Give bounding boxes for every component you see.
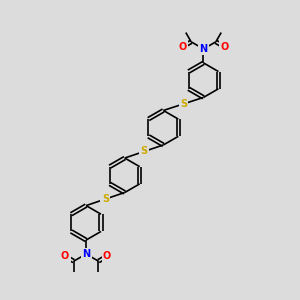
Text: O: O <box>178 42 187 52</box>
Text: N: N <box>200 44 208 54</box>
Text: S: S <box>180 99 187 109</box>
Text: O: O <box>103 251 111 261</box>
Text: O: O <box>61 251 69 261</box>
Text: N: N <box>82 249 90 259</box>
Text: S: S <box>102 194 109 204</box>
Text: S: S <box>140 146 148 157</box>
Text: O: O <box>220 42 229 52</box>
